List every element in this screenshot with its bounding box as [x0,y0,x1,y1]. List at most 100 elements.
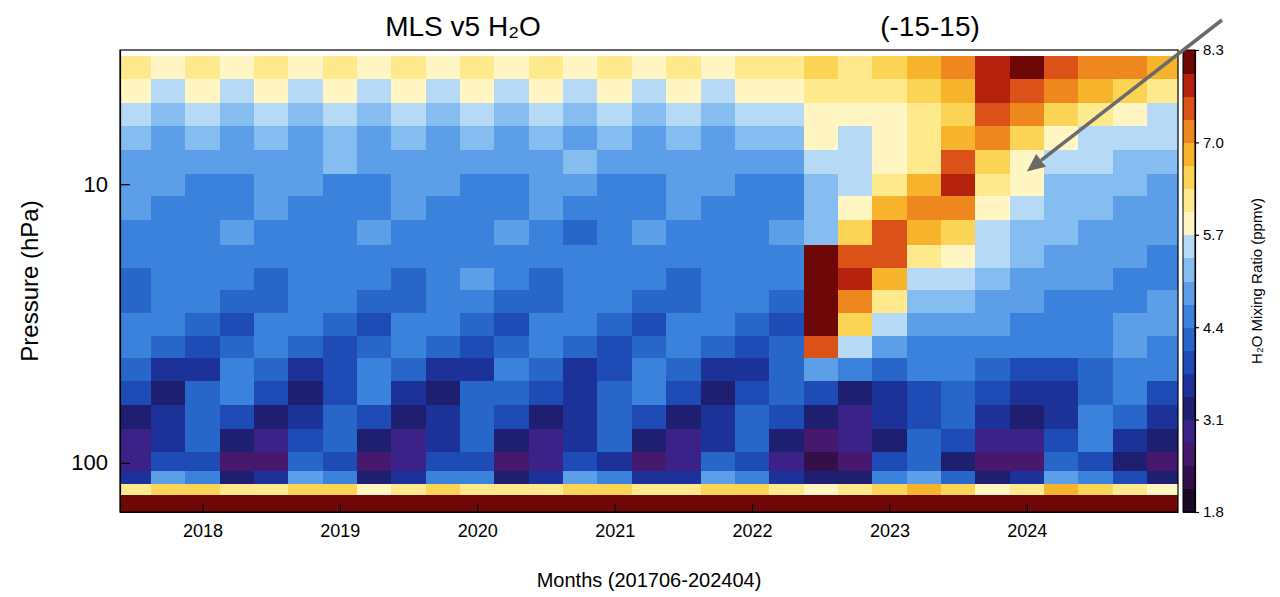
heatmap-cell [529,173,564,196]
heatmap-cell [1113,220,1148,245]
heatmap-cell [838,220,873,245]
heatmap-cell [391,452,426,471]
heatmap-cell [494,504,529,512]
heatmap-cell [151,483,186,494]
heatmap-cell [151,452,186,471]
heatmap-cell [151,126,186,150]
heatmap-cell [357,220,392,245]
heatmap-cell [323,312,358,336]
heatmap-cell [494,404,529,428]
heatmap-cell [254,56,289,80]
heatmap-cell [975,335,1010,358]
heatmap-cell [185,195,220,220]
heatmap-cell [1044,290,1079,313]
heatmap-cell [632,335,667,358]
heatmap-cell [254,504,289,512]
heatmap-cell [220,404,255,428]
heatmap-cell [254,267,289,290]
colorbar-tick-label: 5.7 [1203,226,1224,243]
heatmap-cell [769,483,804,494]
heatmap-cell [391,150,426,174]
heatmap-cell [1147,173,1178,196]
heatmap-cell [735,335,770,358]
heatmap-cell [120,102,152,126]
heatmap-cell [666,173,701,196]
heatmap-cell [323,79,358,103]
heatmap-cell [120,56,152,80]
heatmap-cell [666,483,701,494]
heatmap-cell [254,126,289,150]
heatmap-cell [1044,173,1079,196]
heatmap-cell [735,504,770,512]
heatmap-cell [941,56,976,80]
heatmap-cell [1147,290,1178,313]
heatmap-cell [460,150,495,174]
heatmap-cell [529,404,564,428]
heatmap-cell [220,102,255,126]
x-tick: 2022 [733,504,773,541]
heatmap-cell [357,381,392,405]
heatmap-cell [529,504,564,512]
heatmap-cell [701,404,736,428]
heatmap-cell [1113,195,1148,220]
heatmap-cell [391,428,426,452]
heatmap-cell [185,404,220,428]
heatmap-cell [563,357,598,381]
heatmap-cell [1078,483,1113,494]
heatmap-cell [1113,335,1148,358]
heatmap-cell [391,381,426,405]
heatmap-cell [323,452,358,471]
heatmap-cell [701,79,736,103]
heatmap-cell [426,290,461,313]
heatmap-cell [1010,195,1045,220]
heatmap-cell [907,470,942,484]
heatmap-cell [357,452,392,471]
heatmap-cell [1113,452,1148,471]
x-tick-label: 2021 [595,521,635,541]
heatmap-cell [632,483,667,494]
heatmap-cell [907,483,942,494]
heatmap-cell [494,381,529,405]
heatmap-cell [1078,381,1113,405]
heatmap-cell [1113,102,1148,126]
heatmap-cell [666,56,701,80]
x-tick-mark [615,504,616,512]
heatmap-cell [254,173,289,196]
heatmap-cell [907,56,942,80]
heatmap-cell [460,79,495,103]
heatmap-cell [975,244,1010,268]
heatmap-cell [563,470,598,484]
heatmap-cell [597,173,632,196]
heatmap-cell [1147,220,1178,245]
heatmap-cell [735,483,770,494]
heatmap-cell [701,195,736,220]
heatmap-cell [185,126,220,150]
heatmap-cell [804,195,839,220]
heatmap-cell [357,290,392,313]
heatmap-cell [1147,494,1178,505]
x-tick: 2024 [1007,504,1047,541]
heatmap-cell [632,150,667,174]
heatmap-cell [1147,357,1178,381]
colorbar-band [1183,166,1195,190]
heatmap-cell [254,357,289,381]
heatmap-cell [357,79,392,103]
heatmap-cell [975,220,1010,245]
heatmap-cell [804,102,839,126]
heatmap-cell [1147,195,1178,220]
heatmap-cell [120,150,152,174]
heatmap-cell [220,483,255,494]
heatmap-cell [1010,470,1045,484]
heatmap-cell [426,404,461,428]
heatmap-cell [907,504,942,512]
heatmap-cell [941,173,976,196]
heatmap-cell [1044,504,1079,512]
heatmap-cell [838,404,873,428]
heatmap-cell [1044,357,1079,381]
heatmap-cell [804,244,839,268]
heatmap-cell [701,102,736,126]
heatmap-cell [597,150,632,174]
heatmap-cell [120,290,152,313]
heatmap-cell [597,483,632,494]
heatmap-cell [804,483,839,494]
